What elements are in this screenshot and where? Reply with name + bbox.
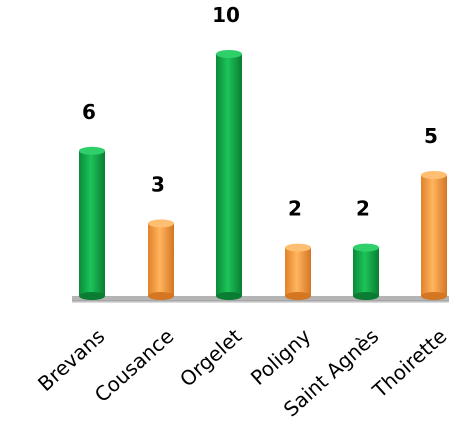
bar-thoirette	[421, 171, 447, 300]
data-label-brevans: 6	[82, 100, 96, 124]
data-label-thoirette: 5	[424, 124, 438, 148]
bar-saint-agn-s	[353, 243, 379, 300]
data-label-saint-agn-s: 2	[356, 197, 370, 221]
chart-floor	[72, 296, 449, 303]
bars-group	[79, 50, 447, 300]
bar-orgelet	[216, 50, 242, 300]
category-label-thoirette: Thoirette	[367, 324, 449, 403]
bar-cousance	[148, 219, 174, 300]
bar-brevans	[79, 146, 105, 300]
bar-poligny	[285, 243, 311, 300]
data-labels-group: 6 3 10 2 2 5	[82, 3, 438, 221]
data-label-orgelet: 10	[212, 3, 240, 27]
category-label-orgelet: Orgelet	[175, 324, 246, 392]
data-label-cousance: 3	[151, 172, 165, 196]
data-label-poligny: 2	[288, 197, 302, 221]
